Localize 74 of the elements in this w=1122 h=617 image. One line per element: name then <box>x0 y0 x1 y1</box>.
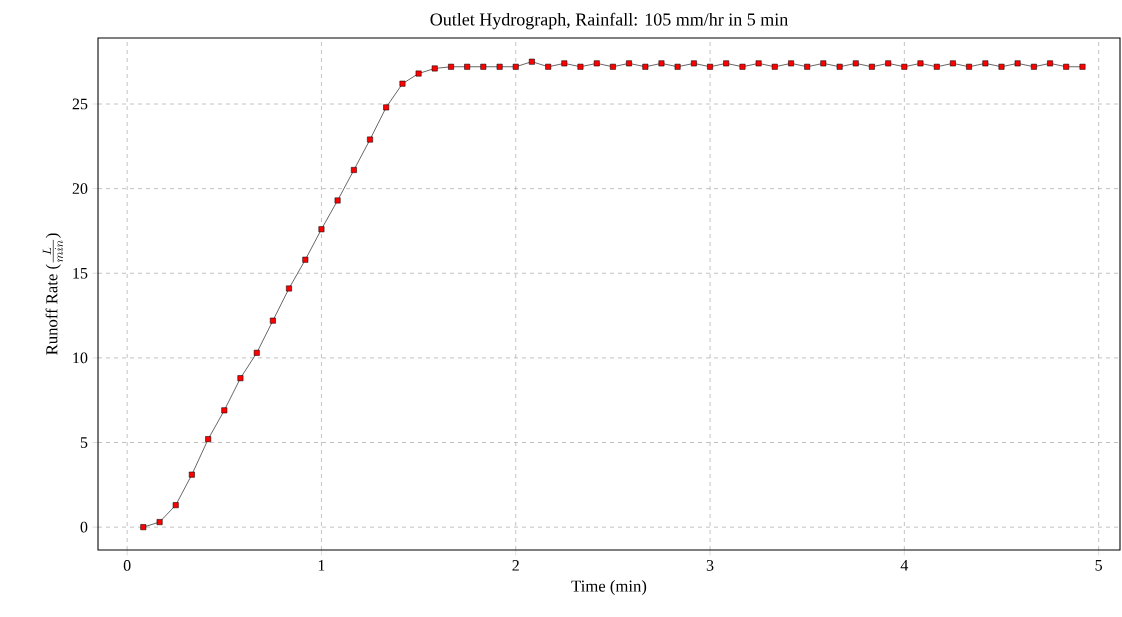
point <box>1079 63 1086 70</box>
point <box>496 63 503 70</box>
point <box>140 524 147 531</box>
x-tick-label: 0 <box>123 560 131 571</box>
x-tick-label: 5 <box>1095 560 1103 571</box>
point <box>528 58 535 65</box>
y-tick-label: 0 <box>80 521 88 533</box>
point <box>642 63 649 70</box>
point <box>885 60 892 67</box>
point <box>399 80 406 87</box>
point <box>383 104 390 111</box>
point <box>577 63 584 70</box>
point <box>658 60 665 67</box>
point <box>674 63 681 70</box>
point <box>868 63 875 70</box>
point <box>755 60 762 67</box>
point <box>156 519 163 525</box>
point <box>188 471 195 478</box>
point <box>545 63 552 70</box>
point <box>788 60 794 67</box>
point <box>820 60 827 67</box>
point <box>917 60 924 67</box>
y-tick-label: 15 <box>73 267 88 279</box>
point <box>512 63 519 70</box>
point <box>998 63 1005 70</box>
point <box>464 63 471 70</box>
point <box>431 65 438 72</box>
point <box>949 60 956 67</box>
point <box>205 436 212 443</box>
point <box>1030 63 1037 70</box>
point <box>1063 63 1070 70</box>
point <box>221 407 228 414</box>
point <box>966 63 972 70</box>
y-tick-label: 5 <box>80 437 88 448</box>
point <box>1047 60 1053 67</box>
point <box>852 60 859 67</box>
point <box>334 197 341 204</box>
point <box>739 63 746 70</box>
y-tick-label: 25 <box>72 98 88 110</box>
point <box>933 63 940 70</box>
point <box>480 63 487 70</box>
x-tick-label: 4 <box>900 560 909 571</box>
point <box>172 502 179 509</box>
y-axis-title: $\text{Runoff Rate (}\frac{L}{min}\text{)}$ <box>42 233 63 355</box>
point <box>609 63 616 70</box>
point <box>318 226 325 233</box>
x-tick-label: 2 <box>512 560 519 571</box>
point <box>593 60 600 67</box>
x-axis-title: Time (min) <box>571 579 647 596</box>
point <box>1014 60 1021 67</box>
y-tick-label: 10 <box>73 352 88 364</box>
chart-title: Outlet Hydrograph, Rainfall: 105 mm/hr in 5 min <box>430 12 788 30</box>
point <box>836 63 843 70</box>
point <box>302 256 309 263</box>
y-tick-label: 20 <box>72 183 88 195</box>
point <box>561 60 568 67</box>
point <box>269 317 276 324</box>
point <box>771 63 778 70</box>
point <box>237 375 244 382</box>
point <box>286 285 292 292</box>
point <box>982 60 989 67</box>
point <box>901 63 908 70</box>
point <box>707 63 713 70</box>
point <box>804 63 811 70</box>
point <box>723 60 730 67</box>
point <box>367 136 373 143</box>
point <box>690 60 697 67</box>
point <box>253 349 260 356</box>
x-tick-label: 1 <box>318 560 325 571</box>
point <box>448 63 454 70</box>
point <box>626 60 632 67</box>
point <box>350 167 357 173</box>
point <box>415 70 422 77</box>
x-tick-label: 3 <box>706 560 714 571</box>
